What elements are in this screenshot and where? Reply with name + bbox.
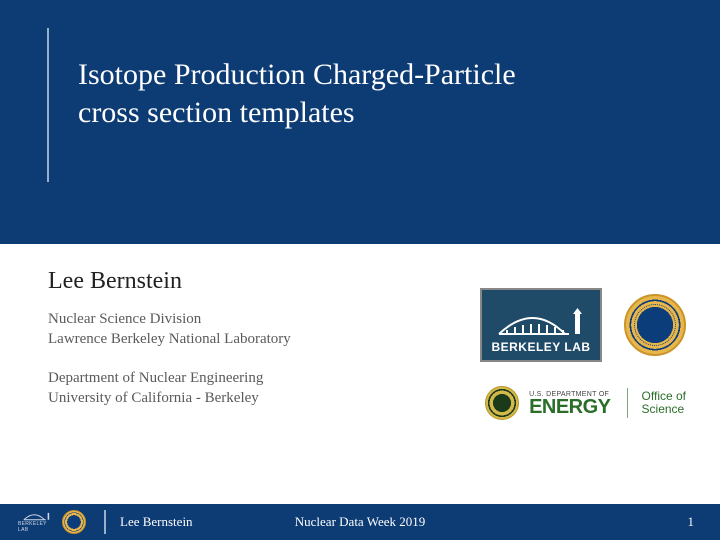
berkeley-lab-logo: BERKELEY LAB — [480, 288, 602, 362]
slide: Isotope Production Charged-Particle cros… — [0, 0, 720, 540]
uc-seal-icon — [62, 510, 86, 534]
logo-row-top: BERKELEY LAB — [480, 288, 686, 362]
title-header: Isotope Production Charged-Particle cros… — [0, 0, 720, 244]
footer-page-number: 1 — [688, 514, 720, 530]
lbl-dome-icon — [493, 306, 589, 338]
slide-body: Lee Bernstein Nuclear Science Division L… — [0, 244, 720, 498]
berkeley-lab-text: BERKELEY LAB — [491, 340, 590, 354]
affiliation-line: Department of Nuclear Engineering — [48, 368, 680, 388]
lbl-dome-icon — [20, 511, 54, 521]
uc-seal-icon — [624, 294, 686, 356]
footer-presenter: Lee Bernstein — [120, 514, 193, 530]
footer-event: Nuclear Data Week 2019 — [295, 514, 425, 530]
footer-lbl-logo: BERKELEY LAB — [18, 511, 56, 533]
doe-seal-icon — [485, 386, 519, 420]
vertical-rule-icon — [47, 28, 49, 182]
title-line-1: Isotope Production Charged-Particle — [78, 58, 516, 91]
doe-logo-row: U.S. DEPARTMENT OF ENERGY Office of Scie… — [485, 386, 686, 420]
vertical-rule-icon — [104, 510, 106, 534]
footer-lbl-text: BERKELEY LAB — [18, 521, 56, 533]
slide-title: Isotope Production Charged-Particle cros… — [78, 56, 672, 131]
divider-icon — [627, 388, 628, 418]
footer-logos: BERKELEY LAB — [0, 510, 86, 534]
doe-office: Office of Science — [642, 390, 686, 416]
doe-office-line: Science — [642, 403, 686, 416]
doe-wordmark: U.S. DEPARTMENT OF ENERGY — [529, 391, 610, 416]
slide-footer: BERKELEY LAB Lee Bernstein Nuclear Data … — [0, 504, 720, 540]
doe-line-2: ENERGY — [529, 398, 610, 416]
title-line-2: cross section templates — [78, 96, 355, 129]
